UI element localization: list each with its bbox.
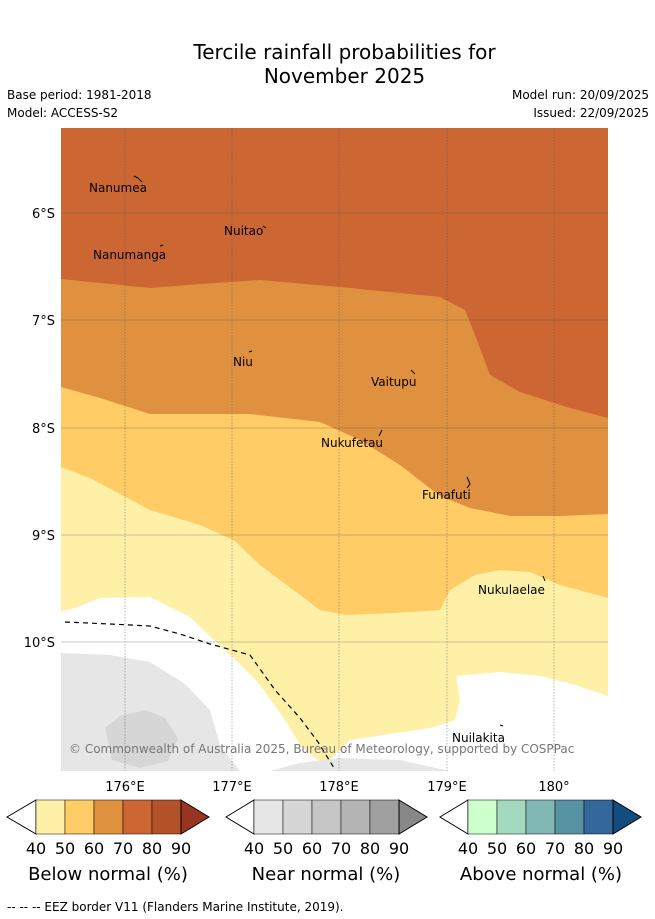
- region-near-50: [105, 710, 178, 768]
- place-label-vaitupu: Vaitupu: [371, 375, 417, 389]
- colorbar-near-bin-4: [340, 799, 371, 835]
- lat-label-10s: 10°S: [24, 636, 55, 651]
- region-near-40: [61, 653, 240, 771]
- lon-label-179e: 179°E: [427, 780, 467, 795]
- above-tick-70: 70: [545, 839, 565, 858]
- below-tick-60: 60: [84, 839, 104, 858]
- lat-label-8s: 8°S: [32, 422, 55, 437]
- near-tick-90: 90: [389, 839, 409, 858]
- eez-footnote: -- -- -- EEZ border V11 (Flanders Marine…: [7, 900, 344, 914]
- lat-grid-lines: [61, 212, 608, 643]
- colorbar-below-title: Below normal (%): [28, 864, 188, 885]
- lat-labels: 6°S 7°S 8°S 9°S 10°S: [24, 207, 55, 651]
- copyright-notice: © Commonwealth of Australia 2025, Bureau…: [69, 742, 575, 756]
- below-tick-40: 40: [26, 839, 46, 858]
- lat-label-6s: 6°S: [32, 207, 55, 222]
- colorbar-near-max-arrow: [398, 799, 428, 835]
- lon-label-178e: 178°E: [319, 780, 359, 795]
- colorbar-near-bin-2: [282, 799, 313, 835]
- colorbar-above-title: Above normal (%): [460, 864, 622, 885]
- above-tick-40: 40: [458, 839, 478, 858]
- near-tick-80: 80: [360, 839, 380, 858]
- colorbar-above-bin-2: [496, 799, 527, 835]
- below-tick-90: 90: [171, 839, 191, 858]
- issued-date: Issued: 22/09/2025: [533, 106, 649, 120]
- colorbar-below-bin-3: [93, 799, 124, 835]
- island-shapes: [133, 175, 546, 727]
- colorbar-near-title: Near normal (%): [252, 864, 401, 885]
- eez-border: [64, 621, 335, 769]
- near-tick-70: 70: [331, 839, 351, 858]
- place-label-funafuti: Funafuti: [422, 488, 471, 502]
- colorbar-below: [6, 799, 210, 835]
- place-label-nanumea: Nanumea: [89, 181, 147, 195]
- colorbar-above: [439, 799, 642, 835]
- above-tick-60: 60: [516, 839, 536, 858]
- near-tick-40: 40: [244, 839, 264, 858]
- colorbar-below-bin-2: [64, 799, 95, 835]
- title-line-1: Tercile rainfall probabilities for: [193, 40, 496, 64]
- colorbar-below-max-arrow: [180, 799, 210, 835]
- colorbar-above-bin-3: [525, 799, 556, 835]
- above-tick-50: 50: [487, 839, 507, 858]
- colorbar-titles: Below normal (%) Near normal (%) Above n…: [28, 864, 622, 885]
- colorbar-above-bin-4: [554, 799, 585, 835]
- below-tick-80: 80: [142, 839, 162, 858]
- colorbar-near: [225, 799, 428, 835]
- place-label-nukulaelae: Nukulaelae: [478, 583, 545, 597]
- place-label-nuilakita: Nuilakita: [452, 731, 505, 745]
- above-tick-80: 80: [574, 839, 594, 858]
- map-fill-layers: [61, 128, 608, 771]
- lon-labels: 176°E 177°E 178°E 179°E 180°: [105, 780, 569, 795]
- colorbar-near-bin-5: [369, 799, 400, 835]
- colorbar-near-bin-1: [253, 799, 284, 835]
- colorbar-near-min-arrow: [225, 799, 255, 835]
- lat-label-7s: 7°S: [32, 314, 55, 329]
- colorbar-below-bin-1: [35, 799, 66, 835]
- colorbar-above-bin-1: [467, 799, 498, 835]
- below-tick-70: 70: [113, 839, 133, 858]
- place-label-nuitao: Nuitao: [224, 224, 263, 238]
- colorbar-ticks: 40 50 60 70 80 90 40 50 60 70 80 90 40 5…: [26, 839, 623, 858]
- lon-label-176e: 176°E: [105, 780, 145, 795]
- below-tick-50: 50: [55, 839, 75, 858]
- model-run: Model run: 20/09/2025: [511, 88, 649, 102]
- lat-label-9s: 9°S: [32, 529, 55, 544]
- model-name: Model: ACCESS-S2: [7, 106, 119, 120]
- near-tick-50: 50: [273, 839, 293, 858]
- colorbar-above-max-arrow: [612, 799, 642, 835]
- colorbar-near-bin-3: [311, 799, 342, 835]
- base-period: Base period: 1981-2018: [7, 88, 152, 102]
- place-labels: Nanumea Nuitao Nanumanga Niu Vaitupu Nuk…: [89, 181, 545, 745]
- region-white-right: [330, 672, 608, 771]
- above-tick-90: 90: [603, 839, 623, 858]
- place-label-niu: Niu: [233, 355, 253, 369]
- colorbar-above-min-arrow: [439, 799, 469, 835]
- lon-label-180: 180°: [538, 780, 569, 795]
- near-tick-60: 60: [302, 839, 322, 858]
- colorbar-below-bin-4: [122, 799, 153, 835]
- colorbar-below-min-arrow: [6, 799, 37, 835]
- lon-label-177e: 177°E: [212, 780, 252, 795]
- place-label-nanumanga: Nanumanga: [93, 248, 166, 262]
- place-label-nukufetau: Nukufetau: [321, 436, 383, 450]
- colorbar-below-bin-5: [151, 799, 182, 835]
- grid-lines: [124, 128, 555, 771]
- map-title: Tercile rainfall probabilities for Novem…: [0, 40, 655, 88]
- colorbar-above-bin-5: [583, 799, 614, 835]
- region-near-40-bottom: [270, 758, 450, 771]
- title-line-2: November 2025: [263, 64, 426, 88]
